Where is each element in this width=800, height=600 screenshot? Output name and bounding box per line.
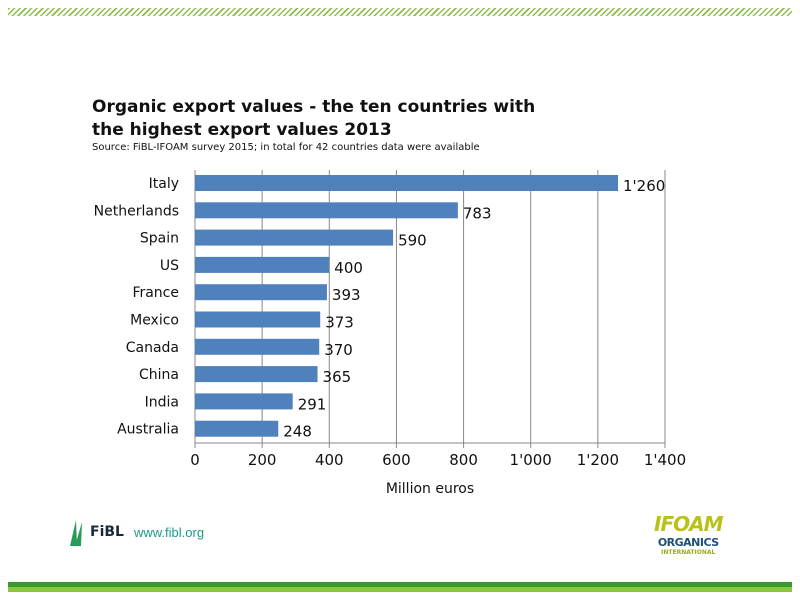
ifoam-line2: ORGANICS (657, 536, 719, 549)
bar-spain (195, 229, 394, 246)
bar-us (195, 256, 330, 273)
x-tick-label: 1'400 (644, 451, 686, 469)
ifoam-line1: IFOAM (654, 512, 723, 536)
category-label: India (145, 394, 179, 410)
chart-title: Organic export values - the ten countrie… (92, 97, 536, 140)
fibl-wordmark: FiBL (90, 524, 124, 540)
fibl-logo[interactable]: FiBL www.fibl.org (68, 518, 204, 546)
data-label: 365 (323, 368, 352, 386)
category-label: China (139, 367, 179, 383)
x-tick-label: 800 (449, 451, 478, 469)
data-label: 393 (332, 286, 361, 304)
bar-india (195, 393, 293, 410)
x-tick-label: 400 (315, 451, 344, 469)
ifoam-line3: INTERNATIONAL (661, 549, 716, 556)
data-label: 1'260 (623, 177, 665, 195)
x-tick-label: 0 (190, 451, 200, 469)
x-tick-label: 1'200 (577, 451, 619, 469)
x-axis-label: Million euros (386, 481, 474, 497)
ifoam-logo: IFOAM ORGANICS INTERNATIONAL (654, 512, 723, 556)
data-label: 291 (298, 395, 327, 413)
footer-band-light (8, 587, 792, 592)
fibl-url-link[interactable]: www.fibl.org (133, 524, 205, 540)
x-tick-label: 200 (248, 451, 277, 469)
data-label: 373 (325, 314, 354, 332)
category-label: Netherlands (94, 203, 179, 219)
bar-australia (195, 420, 279, 437)
bar-netherlands (195, 202, 458, 219)
category-label: Italy (149, 176, 179, 192)
category-label: US (160, 258, 179, 274)
x-tick-label: 600 (382, 451, 411, 469)
footer-band-dark (8, 582, 792, 587)
data-label: 370 (324, 341, 353, 359)
bar-italy (195, 175, 618, 191)
data-label: 783 (463, 204, 492, 222)
data-label: 248 (283, 423, 312, 441)
header-hatch-band (8, 8, 792, 16)
category-label: Canada (126, 340, 179, 356)
bar-canada (195, 338, 320, 355)
bar-china (195, 366, 318, 383)
category-label: Spain (140, 231, 179, 247)
fibl-leaf-icon (70, 520, 82, 546)
bar-france (195, 284, 327, 301)
category-label: Mexico (130, 313, 179, 329)
x-tick-label: 1'000 (510, 451, 552, 469)
data-label: 400 (334, 259, 363, 277)
chart-source: Source: FiBL-IFOAM survey 2015; in total… (92, 142, 480, 153)
category-label: France (132, 285, 179, 301)
category-label: Australia (117, 422, 179, 438)
bar-mexico (195, 311, 321, 328)
data-label: 590 (398, 232, 427, 250)
